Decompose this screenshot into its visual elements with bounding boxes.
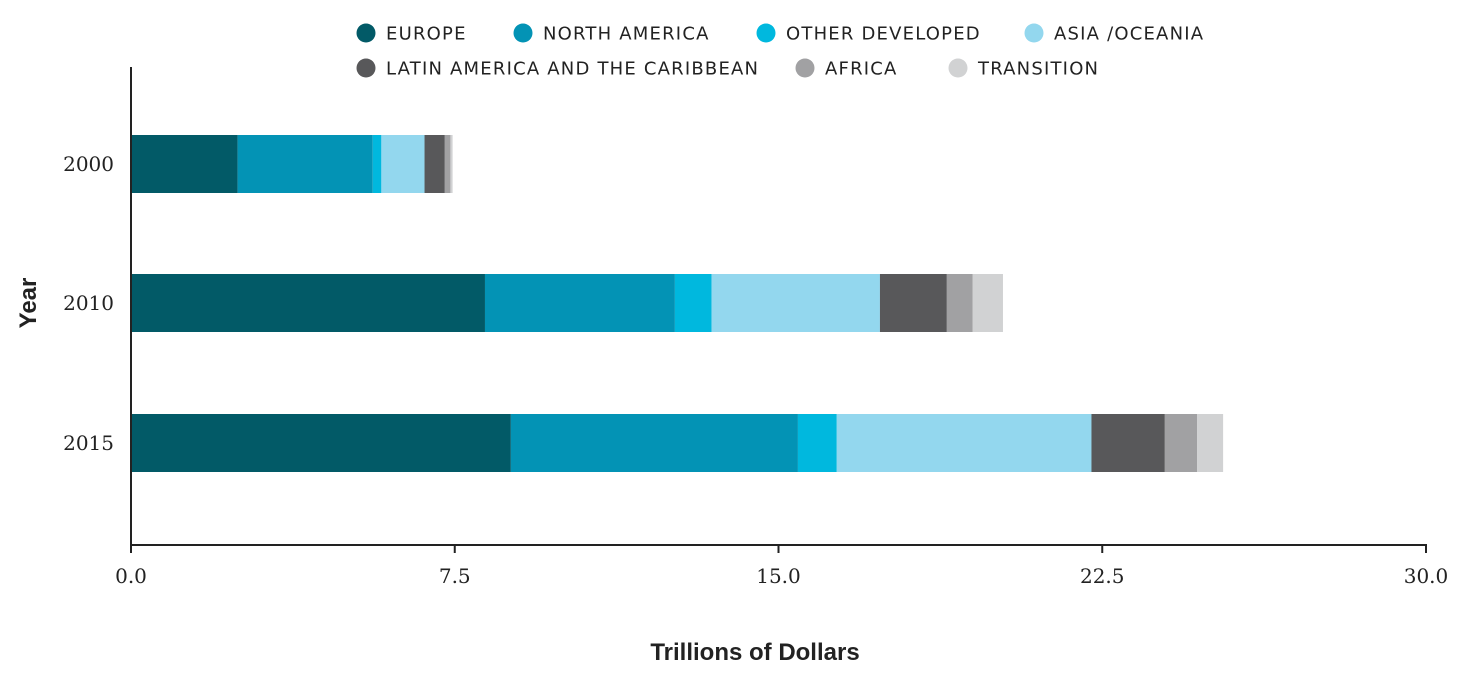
bars: [131, 135, 1224, 472]
bar-2010-north-america: [484, 274, 675, 332]
legend-label-europe: EUROPE: [386, 24, 467, 45]
legend-label-transition: TRANSITION: [977, 59, 1099, 80]
legend-label-other-developed: OTHER DEVELOPED: [786, 24, 981, 45]
legend-marker-transition: [948, 58, 968, 78]
y-tick-labels: 2000 2010 2015: [63, 152, 114, 455]
bar-2000-other-developed: [372, 135, 382, 193]
bar-2015-latin-america-and-the-caribbean: [1091, 414, 1165, 472]
x-tick-label: 30.0: [1404, 564, 1449, 588]
bar-2015-transition: [1197, 414, 1224, 472]
bar-2000-africa: [444, 135, 451, 193]
bar-2010-asia-oceania: [711, 274, 880, 332]
legend-marker-other-developed: [756, 23, 776, 43]
legend: EUROPE NORTH AMERICA OTHER DEVELOPED ASIA /…: [356, 23, 1204, 80]
y-axis-title: Year: [15, 278, 42, 329]
legend-marker-europe: [356, 23, 376, 43]
legend-label-africa: AFRICA: [825, 59, 898, 80]
legend-label-asia-oceania: ASIA /OCEANIA: [1054, 24, 1204, 45]
bar-2000-europe: [131, 135, 238, 193]
bar-2010-africa: [946, 274, 973, 332]
x-tick-label: 15.0: [756, 564, 801, 588]
legend-marker-latin-america-and-the-caribbean: [356, 58, 376, 78]
bar-2015-north-america: [510, 414, 798, 472]
bar-2015-other-developed: [797, 414, 837, 472]
legend-marker-africa: [795, 58, 815, 78]
bar-2000-north-america: [237, 135, 373, 193]
y-tick-label-2000: 2000: [63, 152, 114, 176]
legend-marker-asia-oceania: [1024, 23, 1044, 43]
legend-label-north-america: NORTH AMERICA: [543, 24, 710, 45]
bar-2015-asia-oceania: [836, 414, 1092, 472]
bar-2010-transition: [972, 274, 1003, 332]
y-tick-label-2015: 2015: [63, 431, 114, 455]
x-tick-label: 7.5: [439, 564, 471, 588]
bar-2000-asia-oceania: [381, 135, 425, 193]
x-ticks: 0.0 7.5 15.0 22.5 30.0: [115, 545, 1448, 588]
bar-2010-other-developed: [674, 274, 712, 332]
bar-2010-europe: [131, 274, 485, 332]
bar-2015-africa: [1164, 414, 1198, 472]
legend-label-latin-america-and-the-caribbean: LATIN AMERICA AND THE CARIBBEAN: [386, 59, 759, 80]
bar-2000-latin-america-and-the-caribbean: [424, 135, 445, 193]
legend-marker-north-america: [513, 23, 533, 43]
x-axis-title: Trillions of Dollars: [650, 639, 859, 666]
bar-2000-transition: [450, 135, 453, 193]
y-tick-label-2010: 2010: [63, 291, 114, 315]
bar-2015-europe: [131, 414, 511, 472]
x-tick-label: 22.5: [1080, 564, 1125, 588]
bar-2010-latin-america-and-the-caribbean: [879, 274, 947, 332]
x-tick-label: 0.0: [115, 564, 147, 588]
